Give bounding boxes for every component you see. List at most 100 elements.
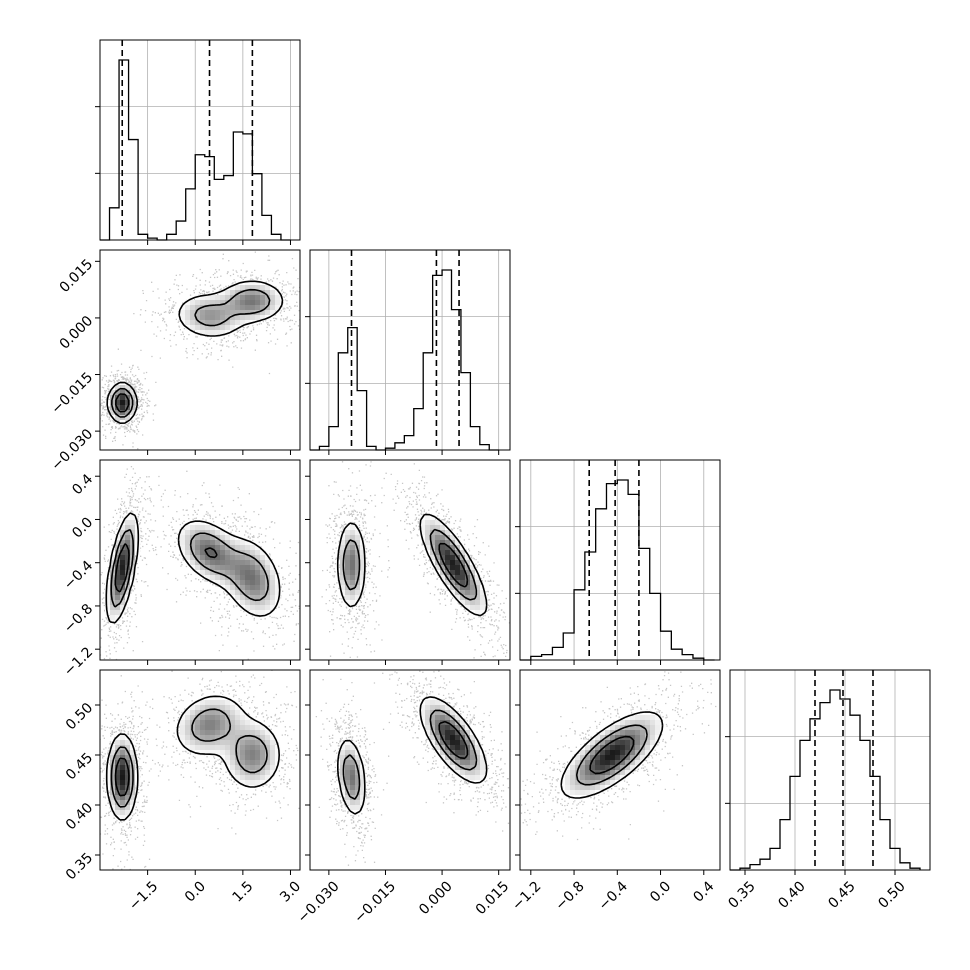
density-cell [120,410,126,416]
density-cell [120,800,126,806]
pair-content [100,465,300,660]
density-cell [655,735,661,741]
density-cell [120,530,126,536]
density-cell [185,315,191,321]
density-cell [220,580,226,586]
density-cell [120,605,126,611]
y-tick-label-1-3: 0.015 [57,256,97,296]
density-cell [360,770,366,776]
density-cell [270,595,276,601]
density-cell [215,555,221,561]
density-cell [340,760,346,766]
density-cell [225,705,231,711]
density-cell [255,295,261,301]
density-cell [220,700,226,706]
density-cell [440,710,446,716]
density-cell [450,555,456,561]
density-cell [250,305,256,311]
density-cell [600,750,606,756]
density-cell [125,775,131,781]
density-cell [605,775,611,781]
density-cell [275,595,281,601]
density-cell [245,725,251,731]
density-cell [235,760,241,766]
density-cell [585,745,591,751]
density-cell [420,715,426,721]
density-cell [570,785,576,791]
density-cell [200,715,206,721]
density-cell [255,580,261,586]
density-cell [240,540,246,546]
density-cell [115,780,121,786]
density-cell [355,775,361,781]
density-cell [430,520,436,526]
density-cell [425,720,431,726]
density-cell [200,560,206,566]
density-cell [200,745,206,751]
density-cell [595,785,601,791]
density-cell [120,575,126,581]
density-cell [475,755,481,761]
density-cell [465,600,471,606]
contour-level-0 [105,695,280,821]
density-cell [130,570,136,576]
density-cell [450,565,456,571]
density-cell [260,570,266,576]
density-cell [125,780,131,786]
density-cell [210,570,216,576]
density-cell [255,770,261,776]
density-cell [470,570,476,576]
panel-frame [309,669,511,871]
density-cell [635,740,641,746]
density-cell [355,770,361,776]
density-cell [255,585,261,591]
density-cell [570,765,576,771]
density-cell [425,530,431,536]
density-cell [120,600,126,606]
density-cell [120,815,126,821]
density-cell [480,605,486,611]
density-cell [445,550,451,556]
density-cell [220,300,226,306]
density-cell [240,760,246,766]
density-cell [195,320,201,326]
density-cell [265,570,271,576]
density-cell [125,410,131,416]
density-cell [450,740,456,746]
density-cell [235,710,241,716]
density-cell [450,735,456,741]
density-cell [645,735,651,741]
density-cell [585,760,591,766]
density-cell [115,385,121,391]
density-cell [185,550,191,556]
density-cell [355,755,361,761]
density-cell [340,540,346,546]
density-cell [355,595,361,601]
density-cell [470,565,476,571]
density-cell [225,325,231,331]
density-cell [235,555,241,561]
density-cell [460,570,466,576]
density-cell [225,560,231,566]
density-cell [585,780,591,786]
density-cell [475,750,481,756]
density-cell [425,540,431,546]
density-cell [220,570,226,576]
density-cell [260,550,266,556]
density-cell [195,725,201,731]
y-tick-label-1-0: −0.030 [48,426,96,474]
density-cell [120,785,126,791]
density-cell [205,320,211,326]
density-cell [260,310,266,316]
contour-level-1 [111,288,271,418]
density-cell [210,540,216,546]
density-cell [125,385,131,391]
density-cell [580,755,586,761]
density-cell [445,730,451,736]
density-cell [115,590,121,596]
density-cell [340,755,346,761]
density-cell [445,725,451,731]
density-cell [340,780,346,786]
density-cell [435,725,441,731]
density-cell [190,525,196,531]
